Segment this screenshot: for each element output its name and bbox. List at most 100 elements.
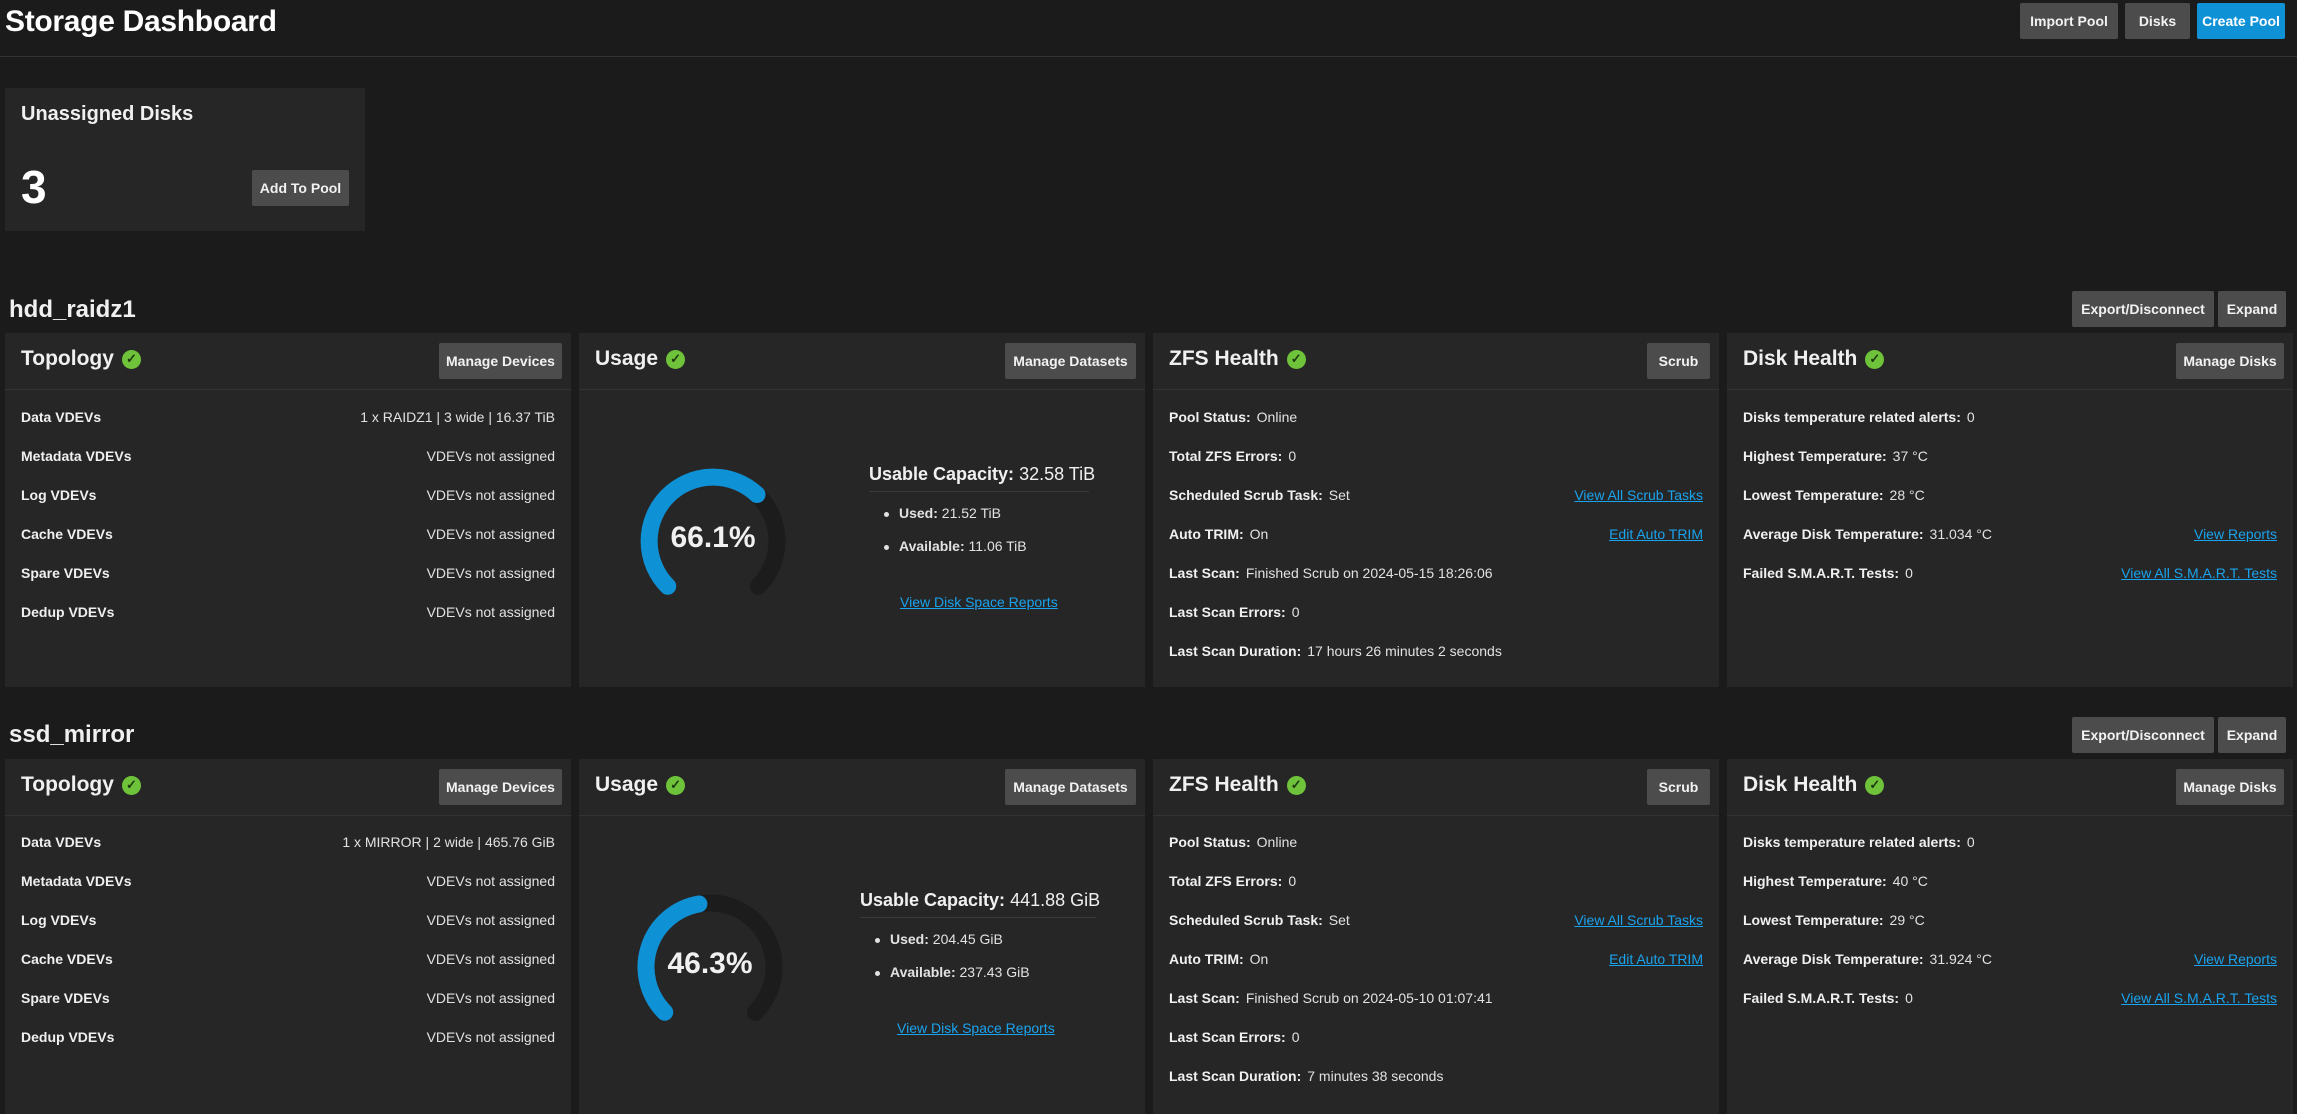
- zfs-row: Pool Status: Online: [1169, 832, 1703, 852]
- divider: [1727, 815, 2293, 816]
- used-label: Used:: [899, 505, 938, 521]
- zfs-row: Total ZFS Errors: 0: [1169, 871, 1703, 891]
- topology-row: Dedup VDEVs VDEVs not assigned: [21, 1027, 555, 1047]
- row-label: Last Scan:: [1169, 565, 1240, 581]
- manage-disks-button[interactable]: Manage Disks: [2176, 343, 2284, 379]
- disk-row: Average Disk Temperature: 31.924 °C View R…: [1743, 949, 2277, 969]
- zfs-row: Last Scan Duration: 17 hours 26 minutes 2…: [1169, 641, 1703, 661]
- topology-row: Log VDEVs VDEVs not assigned: [21, 485, 555, 505]
- row-label: Spare VDEVs: [21, 990, 110, 1006]
- row-value: 7 minutes 38 seconds: [1307, 1068, 1444, 1084]
- row-value: 0: [1966, 409, 1975, 425]
- row-label: Scheduled Scrub Task:: [1169, 912, 1323, 928]
- scrub-button[interactable]: Scrub: [1647, 343, 1710, 379]
- topology-title: Topology ✓: [21, 347, 141, 371]
- scrub-button[interactable]: Scrub: [1647, 769, 1710, 805]
- view-reports-link[interactable]: View Reports: [2193, 951, 2277, 967]
- row-value: Finished Scrub on 2024-05-15 18:26:06: [1245, 565, 1493, 581]
- check-circle-icon: ✓: [666, 349, 686, 369]
- topology-title: Topology ✓: [21, 773, 141, 797]
- topology-row: Metadata VDEVs VDEVs not assigned: [21, 446, 555, 466]
- usage-title: Usage ✓: [595, 347, 686, 371]
- usage-percent: 66.1%: [670, 521, 756, 554]
- divider: [5, 389, 571, 390]
- manage-datasets-button[interactable]: Manage Datasets: [1005, 343, 1136, 379]
- row-value: 0: [1905, 990, 1913, 1006]
- row-label: Total ZFS Errors:: [1169, 873, 1283, 889]
- available-value: 11.06 TiB: [968, 538, 1027, 554]
- usable-capacity-value: 441.88 GiB: [1010, 890, 1101, 910]
- row-value: 0: [1291, 604, 1300, 620]
- disk-health-card: Disk Health ✓ Manage Disks Disks temperat…: [1727, 759, 2293, 1114]
- zfs-health-card: ZFS Health ✓ Scrub Pool Status: Online Tot…: [1153, 759, 1719, 1114]
- zfs-row: Last Scan: Finished Scrub on 2024-05-15 1…: [1169, 563, 1703, 583]
- row-value: 17 hours 26 minutes 2 seconds: [1307, 643, 1502, 659]
- disk-health-title: Disk Health ✓: [1743, 773, 1885, 797]
- row-label: Average Disk Temperature:: [1743, 951, 1924, 967]
- row-value: Set: [1328, 912, 1350, 928]
- gauge-track: [748, 486, 786, 595]
- topology-title-text: Topology: [21, 773, 114, 796]
- topology-row: Spare VDEVs VDEVs not assigned: [21, 988, 555, 1008]
- add-to-pool-button[interactable]: Add To Pool: [252, 170, 349, 206]
- view-all-smart-tests-link[interactable]: View All S.M.A.R.T. Tests: [2121, 990, 2277, 1006]
- view-all-smart-tests-link[interactable]: View All S.M.A.R.T. Tests: [2121, 565, 2277, 581]
- expand-button[interactable]: Expand: [2218, 291, 2286, 327]
- row-value: On: [1249, 526, 1269, 542]
- row-label: Log VDEVs: [21, 912, 97, 928]
- row-label: Last Scan Duration:: [1169, 643, 1302, 659]
- usage-gauge: [640, 468, 786, 595]
- check-circle-icon: ✓: [1286, 349, 1306, 369]
- row-value: 28 °C: [1889, 487, 1925, 503]
- manage-devices-button[interactable]: Manage Devices: [439, 769, 562, 805]
- import-pool-button[interactable]: Import Pool: [2020, 3, 2118, 39]
- expand-button[interactable]: Expand: [2218, 717, 2286, 753]
- disk-health-title-text: Disk Health: [1743, 773, 1858, 796]
- manage-devices-button[interactable]: Manage Devices: [439, 343, 562, 379]
- zfs-row: Last Scan Errors: 0: [1169, 1027, 1703, 1047]
- topology-row: Data VDEVs 1 x MIRROR | 2 wide | 465.76 G…: [21, 832, 555, 852]
- row-value: VDEVs not assigned: [426, 990, 555, 1006]
- view-all-scrub-tasks-link[interactable]: View All Scrub Tasks: [1574, 912, 1703, 928]
- row-label: Pool Status:: [1169, 834, 1251, 850]
- edit-auto-trim-link[interactable]: Edit Auto TRIM: [1609, 526, 1703, 542]
- row-label: Highest Temperature:: [1743, 873, 1887, 889]
- create-pool-button[interactable]: Create Pool: [2197, 3, 2285, 39]
- row-value: 40 °C: [1892, 873, 1928, 889]
- row-label: Metadata VDEVs: [21, 873, 132, 889]
- view-all-scrub-tasks-link[interactable]: View All Scrub Tasks: [1574, 487, 1703, 503]
- disk-row: Disks temperature related alerts: 0: [1743, 832, 2277, 852]
- edit-auto-trim-link[interactable]: Edit Auto TRIM: [1609, 951, 1703, 967]
- disk-row: Failed S.M.A.R.T. Tests: 0 View All S.M.A.…: [1743, 563, 2277, 583]
- row-label: Disks temperature related alerts:: [1743, 834, 1961, 850]
- row-label: Lowest Temperature:: [1743, 912, 1884, 928]
- page-title: Storage Dashboard: [5, 5, 277, 38]
- used-item: Used: 204.45 GiB: [875, 931, 1003, 947]
- row-label: Pool Status:: [1169, 409, 1251, 425]
- row-label: Failed S.M.A.R.T. Tests:: [1743, 990, 1900, 1006]
- disk-row: Average Disk Temperature: 31.034 °C View R…: [1743, 524, 2277, 544]
- row-value: Online: [1256, 409, 1298, 425]
- view-disk-space-reports-link[interactable]: View Disk Space Reports: [900, 594, 1058, 610]
- view-reports-link[interactable]: View Reports: [2193, 526, 2277, 542]
- used-label: Used:: [890, 931, 929, 947]
- export-disconnect-button[interactable]: Export/Disconnect: [2072, 717, 2214, 753]
- divider: [869, 491, 1089, 492]
- export-disconnect-button[interactable]: Export/Disconnect: [2072, 291, 2214, 327]
- usage-title: Usage ✓: [595, 773, 686, 797]
- usable-capacity: Usable Capacity: 32.58 TiB: [869, 464, 1095, 485]
- topology-row: Data VDEVs 1 x RAIDZ1 | 3 wide | 16.37 Ti…: [21, 407, 555, 427]
- manage-datasets-button[interactable]: Manage Datasets: [1005, 769, 1136, 805]
- disks-button[interactable]: Disks: [2125, 3, 2190, 39]
- bullet-icon: [875, 937, 880, 943]
- available-item: Available: 237.43 GiB: [875, 964, 1030, 980]
- row-value: VDEVs not assigned: [426, 873, 555, 889]
- row-value: 0: [1905, 565, 1913, 581]
- manage-disks-button[interactable]: Manage Disks: [2176, 769, 2284, 805]
- topology-row: Cache VDEVs VDEVs not assigned: [21, 949, 555, 969]
- usage-card: Usage ✓ Manage Datasets 46.3% Usable Capa…: [579, 759, 1145, 1114]
- bullet-icon: [884, 511, 889, 517]
- row-value: VDEVs not assigned: [426, 487, 555, 503]
- topology-row: Dedup VDEVs VDEVs not assigned: [21, 602, 555, 622]
- view-disk-space-reports-link[interactable]: View Disk Space Reports: [897, 1020, 1055, 1036]
